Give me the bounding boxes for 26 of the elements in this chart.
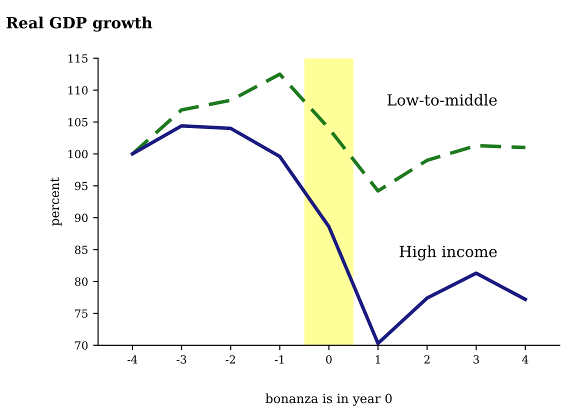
x-tick-label: -4 — [128, 355, 138, 364]
x-tick-label: 2 — [424, 355, 430, 364]
line-series — [130, 124, 528, 346]
x-tick-label: 3 — [474, 355, 479, 364]
line-series — [130, 72, 528, 193]
y-tick-label: 70 — [75, 341, 88, 350]
y-tick-label: 95 — [74, 182, 88, 190]
x-tick-label: -3 — [176, 355, 186, 364]
x-axis-title: bonanza is in year 0 — [266, 394, 392, 406]
y-tick-label: 80 — [74, 277, 88, 286]
y-axis-title: percent — [50, 177, 62, 226]
y-tick-label: 90 — [74, 214, 88, 222]
y-tick-label: 85 — [74, 246, 88, 254]
text: Low-to-middle — [387, 94, 497, 106]
series-label: High income — [400, 245, 497, 260]
y-tick-label: 110 — [68, 86, 88, 95]
y-tick-label: 105 — [68, 118, 88, 126]
x-tick-label: 0 — [326, 355, 332, 364]
chart-title: Real GDP growth — [6, 16, 152, 32]
y-tick-label: 75 — [75, 310, 88, 318]
x-tick-label: -1 — [274, 355, 284, 364]
x-tick-label: -2 — [226, 355, 235, 364]
x-tick-label: 1 — [376, 355, 380, 364]
y-tick-label: 100 — [68, 150, 88, 158]
y-tick-label: 115 — [68, 54, 88, 63]
x-tick-label: 4 — [522, 355, 528, 364]
